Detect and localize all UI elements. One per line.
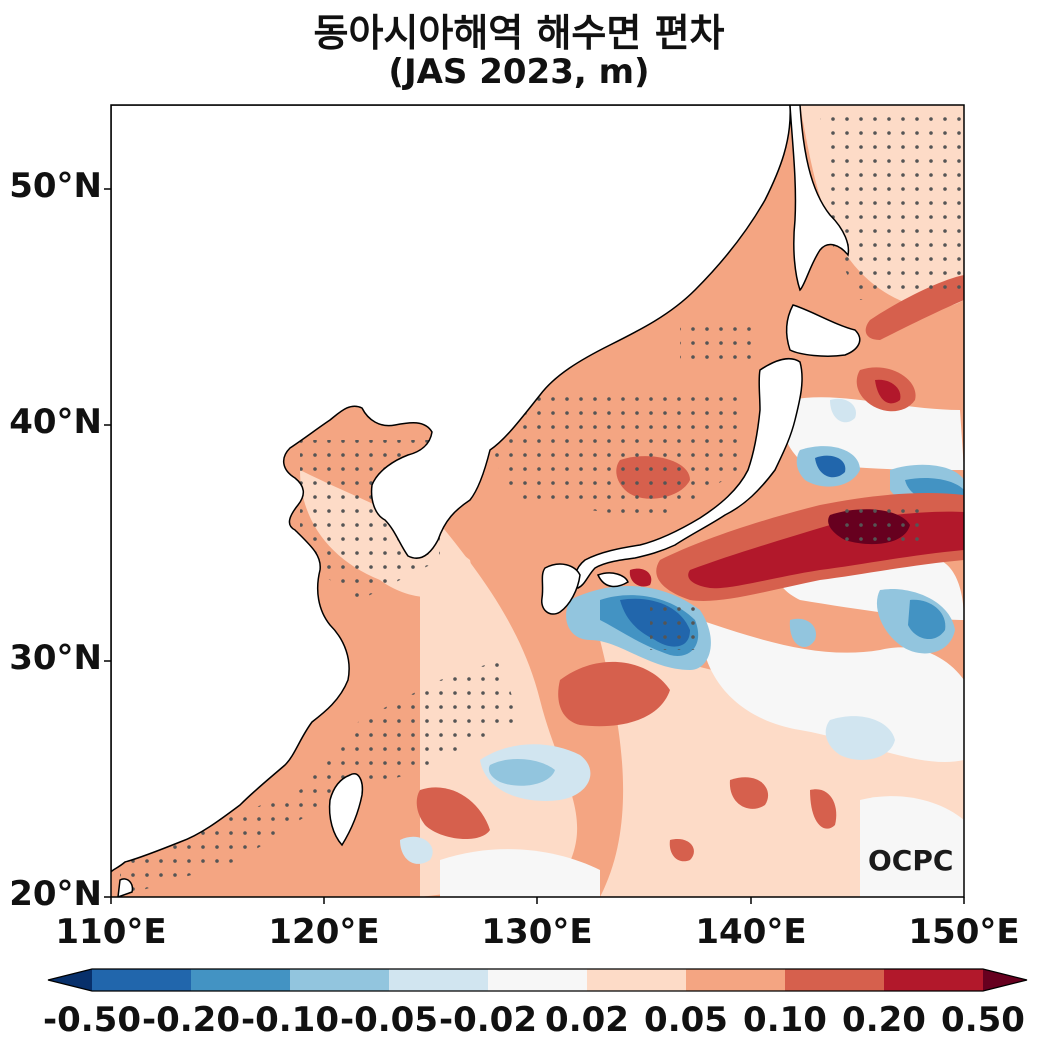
axis-ticks bbox=[104, 188, 965, 904]
colorbar bbox=[47, 968, 1028, 992]
colorbar-bin bbox=[587, 969, 686, 991]
y-tick-label: 30°N bbox=[9, 638, 102, 678]
anomaly-field bbox=[111, 105, 964, 897]
colorbar-label: 0.05 bbox=[644, 1000, 728, 1040]
y-tick-label: 20°N bbox=[9, 874, 102, 914]
x-tick-label: 130°E bbox=[481, 912, 593, 952]
x-tick-label: 110°E bbox=[55, 912, 167, 952]
x-tick-label: 140°E bbox=[695, 912, 807, 952]
colorbar-label: -0.50 bbox=[43, 1000, 141, 1040]
colorbar-bin bbox=[488, 969, 587, 991]
colorbar-label: -0.02 bbox=[439, 1000, 537, 1040]
colorbar-bin bbox=[92, 969, 191, 991]
colorbar-bin bbox=[290, 969, 389, 991]
colorbar-label: 0.20 bbox=[842, 1000, 926, 1040]
colorbar-label: 0.10 bbox=[743, 1000, 827, 1040]
colorbar-label: -0.20 bbox=[142, 1000, 240, 1040]
y-tick-label: 50°N bbox=[9, 166, 102, 206]
colorbar-bin bbox=[686, 969, 785, 991]
x-tick-label: 150°E bbox=[908, 912, 1020, 952]
colorbar-label: -0.05 bbox=[340, 1000, 438, 1040]
colorbar-bin bbox=[389, 969, 488, 991]
colorbar-extend-high bbox=[983, 969, 1027, 991]
colorbar-bin bbox=[884, 969, 983, 991]
colorbar-extend-low bbox=[48, 969, 92, 991]
ocpc-logo: OCPC bbox=[868, 844, 954, 877]
colorbar-label: 0.02 bbox=[545, 1000, 629, 1040]
colorbar-bin bbox=[785, 969, 884, 991]
x-tick-label: 120°E bbox=[268, 912, 380, 952]
colorbar-label: 0.50 bbox=[941, 1000, 1025, 1040]
y-tick-label: 40°N bbox=[9, 402, 102, 442]
map-subtitle: (JAS 2023, m) bbox=[388, 52, 650, 92]
map-title: 동아시아해역 해수면 편차 bbox=[313, 11, 725, 55]
colorbar-bin bbox=[191, 969, 290, 991]
colorbar-label: -0.10 bbox=[241, 1000, 339, 1040]
